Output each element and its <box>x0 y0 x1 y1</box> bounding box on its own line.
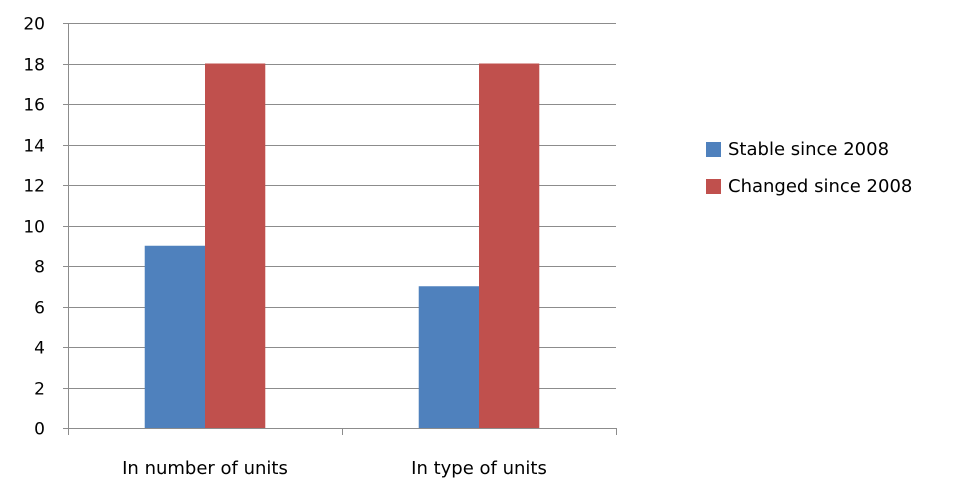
y-tick-label-14: 14 <box>23 137 45 157</box>
y-tick-label-20: 20 <box>23 15 45 35</box>
y-tick-label-18: 18 <box>23 56 45 76</box>
y-tick-label-12: 12 <box>23 177 45 197</box>
legend: Stable since 2008 Changed since 2008 <box>706 136 912 210</box>
x-category-label-0: In number of units <box>122 458 288 479</box>
y-tick-label-6: 6 <box>34 299 45 319</box>
bar-changed-0 <box>205 63 266 428</box>
y-tick-label-10: 10 <box>23 218 45 238</box>
y-tick-label-0: 0 <box>34 420 45 440</box>
x-category-label-1: In type of units <box>411 458 547 479</box>
legend-label-stable: Stable since 2008 <box>728 139 890 160</box>
legend-swatch-stable <box>706 142 721 157</box>
legend-item-stable: Stable since 2008 <box>706 136 912 163</box>
y-tick-label-4: 4 <box>34 339 45 359</box>
bar-stable-0 <box>144 245 205 428</box>
bar-stable-1 <box>418 286 479 428</box>
y-tick-label-2: 2 <box>34 380 45 400</box>
y-tick-label-8: 8 <box>34 258 45 278</box>
bar-changed-1 <box>479 63 540 428</box>
legend-label-changed: Changed since 2008 <box>728 176 913 197</box>
legend-swatch-changed <box>706 179 721 194</box>
y-tick-label-16: 16 <box>23 96 45 116</box>
legend-item-changed: Changed since 2008 <box>706 173 912 200</box>
